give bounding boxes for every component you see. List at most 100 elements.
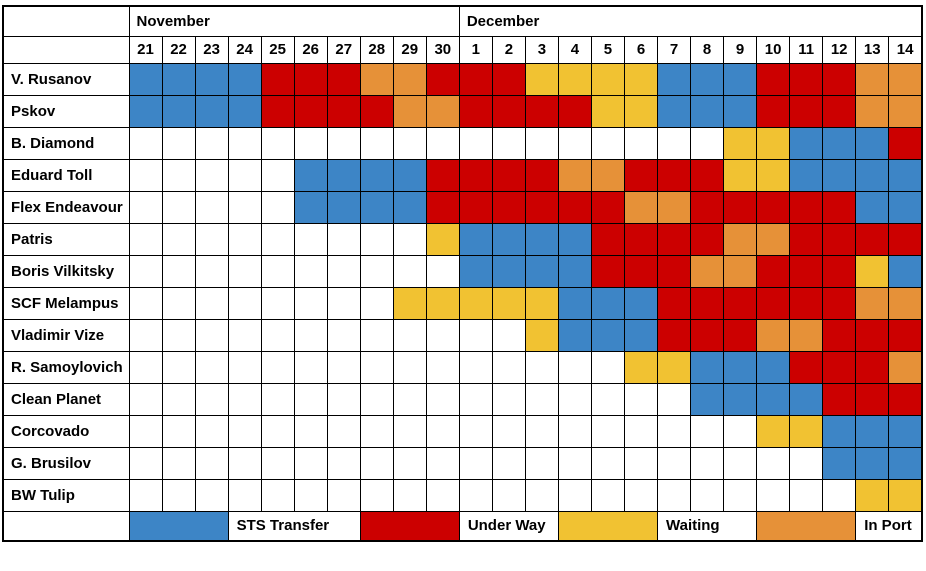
schedule-cell: [227, 62, 262, 96]
schedule-cell: [128, 222, 163, 256]
schedule-cell: [260, 350, 295, 384]
schedule-cell: [623, 190, 659, 224]
day-header: 28: [359, 35, 394, 64]
schedule-cell: [623, 414, 659, 448]
schedule-cell: [161, 478, 196, 512]
schedule-cell: [194, 62, 229, 96]
schedule-cell: [392, 190, 427, 224]
schedule-cell: [623, 382, 659, 416]
schedule-cell: [557, 94, 592, 128]
schedule-cell: [590, 222, 625, 256]
schedule-cell: [293, 318, 328, 352]
schedule-cell: [822, 190, 857, 224]
schedule-cell: [392, 318, 427, 352]
vessel-name: Boris Vilkitsky: [2, 254, 130, 288]
schedule-cell: [326, 414, 361, 448]
vessel-row: BW Tulip: [2, 478, 923, 512]
schedule-cell: [194, 222, 229, 256]
schedule-cell: [161, 62, 196, 96]
schedule-cell: [557, 286, 592, 320]
schedule-cell: [690, 62, 725, 96]
schedule-cell: [260, 318, 295, 352]
corner-cell: [2, 510, 130, 542]
vessel-row: Pskov: [2, 94, 923, 128]
schedule-cell: [822, 126, 857, 160]
schedule-chart: November December 21 22 23 24 25 26 27 28 29 30 1 2 3 4…: [2, 5, 923, 542]
schedule-cell: [557, 254, 592, 288]
schedule-cell: [756, 446, 791, 480]
vessel-name: SCF Melampus: [2, 286, 130, 320]
schedule-cell: [260, 222, 295, 256]
schedule-cell: [557, 62, 592, 96]
schedule-cell: [458, 222, 493, 256]
month-header-row: November December: [2, 5, 923, 37]
vessel-row: B. Diamond: [2, 126, 923, 160]
schedule-cell: [491, 478, 526, 512]
schedule-cell: [855, 318, 890, 352]
schedule-cell: [888, 286, 923, 320]
schedule-cell: [723, 286, 758, 320]
schedule-cell: [458, 254, 493, 288]
vessel-row: G. Brusilov: [2, 446, 923, 480]
schedule-cell: [888, 126, 923, 160]
day-header-row: 21 22 23 24 25 26 27 28 29 30 1 2 3 4 5 6 7 8 9 10 11 12 13 14: [2, 35, 923, 64]
schedule-cell: [194, 126, 229, 160]
schedule-cell: [756, 286, 791, 320]
schedule-cell: [690, 446, 725, 480]
schedule-cell: [855, 478, 890, 512]
schedule-cell: [359, 94, 394, 128]
schedule-cell: [194, 446, 229, 480]
schedule-cell: [227, 446, 262, 480]
vessel-name: G. Brusilov: [2, 446, 130, 480]
schedule-cell: [326, 446, 361, 480]
day-header: 9: [723, 35, 758, 64]
schedule-cell: [425, 478, 460, 512]
schedule-cell: [392, 382, 427, 416]
schedule-cell: [789, 158, 824, 192]
schedule-cell: [260, 126, 295, 160]
schedule-cell: [789, 94, 824, 128]
schedule-cell: [458, 158, 493, 192]
schedule-cell: [822, 382, 857, 416]
schedule-cell: [656, 190, 692, 224]
vessel-name: Pskov: [2, 94, 130, 128]
schedule-cell: [590, 254, 625, 288]
schedule-cell: [590, 478, 625, 512]
schedule-cell: [888, 190, 923, 224]
schedule-cell: [161, 158, 196, 192]
schedule-cell: [425, 414, 460, 448]
schedule-cell: [458, 190, 493, 224]
schedule-cell: [822, 222, 857, 256]
legend-label-under-way: Under Way: [458, 510, 559, 542]
vessel-name: B. Diamond: [2, 126, 130, 160]
schedule-cell: [590, 382, 625, 416]
schedule-cell: [293, 478, 328, 512]
schedule-cell: [855, 350, 890, 384]
schedule-cell: [855, 94, 890, 128]
day-header: 8: [690, 35, 725, 64]
schedule-cell: [161, 382, 196, 416]
schedule-cell: [128, 382, 163, 416]
schedule-cell: [756, 190, 791, 224]
schedule-cell: [425, 222, 460, 256]
vessel-name: R. Samoylovich: [2, 350, 130, 384]
vessel-name: Corcovado: [2, 414, 130, 448]
schedule-cell: [623, 350, 659, 384]
schedule-cell: [789, 62, 824, 96]
schedule-cell: [260, 414, 295, 448]
schedule-cell: [656, 446, 692, 480]
schedule-cell: [161, 222, 196, 256]
schedule-cell: [656, 62, 692, 96]
schedule-cell: [491, 446, 526, 480]
schedule-cell: [161, 350, 196, 384]
schedule-cell: [690, 350, 725, 384]
schedule-cell: [326, 158, 361, 192]
schedule-cell: [359, 478, 394, 512]
month-header-december: December: [458, 5, 923, 37]
schedule-cell: [161, 286, 196, 320]
schedule-cell: [491, 350, 526, 384]
schedule-cell: [756, 126, 791, 160]
schedule-cell: [227, 382, 262, 416]
vessel-row: V. Rusanov: [2, 62, 923, 96]
schedule-cell: [194, 254, 229, 288]
